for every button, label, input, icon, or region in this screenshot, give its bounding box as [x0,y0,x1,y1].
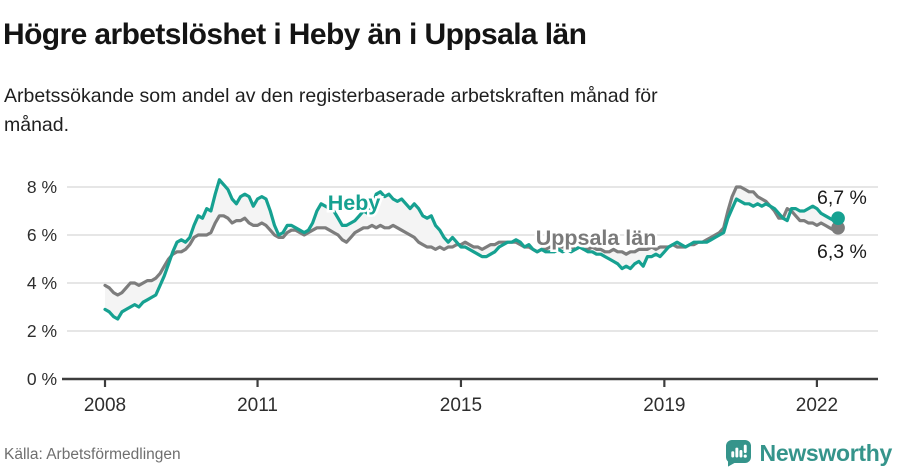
y-tick-label: 4 % [27,273,57,293]
brand-name: Newsworthy [759,439,893,466]
x-tick-label: 2019 [643,395,685,416]
y-tick-label: 8 % [27,177,57,197]
page-title: Högre arbetslöshet i Heby än i Uppsala l… [3,18,587,52]
x-tick-label: 2015 [440,395,482,416]
x-tick-label: 2008 [84,395,126,416]
y-tick-label: 0 % [27,369,57,389]
line-chart: 2008 2011 2015 2019 2022 8 % 6 % 4 % 2 % 0 % Heby U… [0,150,900,420]
uppsala-line [103,185,840,297]
x-tick-label: 2011 [237,395,278,416]
heby-end-value-label: 6,7 % [817,187,867,209]
uppsala-end-value-label: 6,3 % [817,241,867,263]
line-chart-svg: 2008 2011 2015 2019 2022 8 % 6 % 4 % 2 % 0 % Heby U… [27,177,878,416]
heby-line [103,178,840,321]
y-tick-label: 6 % [27,225,57,245]
heby-series-label: Heby [328,191,381,215]
heby-end-dot [831,211,845,225]
bar-chart-speech-bubble-icon [725,440,751,467]
x-tick-label: 2022 [796,395,838,416]
source-note: Källa: Arbetsförmedlingen [4,446,181,463]
y-tick-label: 2 % [27,321,57,341]
uppsala-series-label: Uppsala län [536,226,657,250]
chart-subtitle: Arbetssökande som andel av den registerb… [4,84,658,136]
brand-logo: Newsworthy [724,438,892,468]
uppsala-end-dot [831,221,845,235]
